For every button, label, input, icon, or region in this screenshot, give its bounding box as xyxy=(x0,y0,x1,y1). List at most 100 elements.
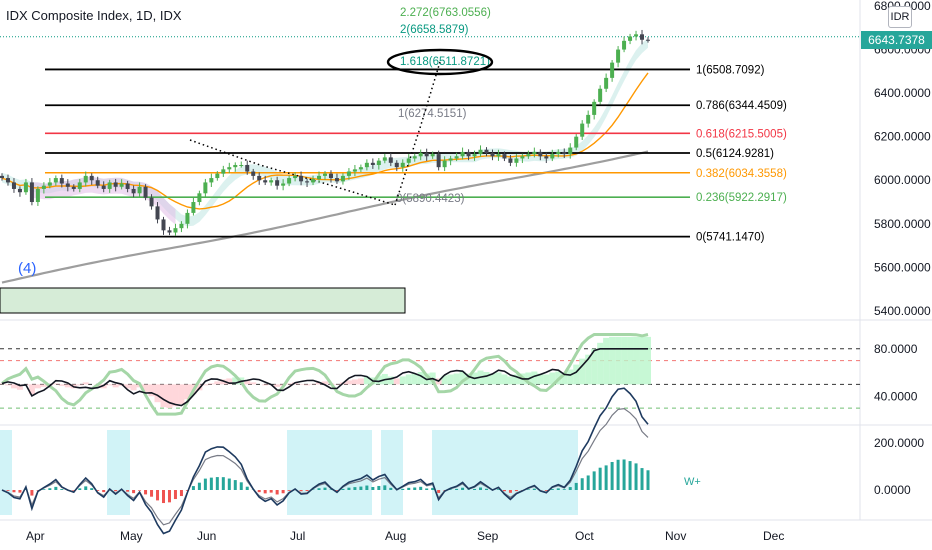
oscillator-bar xyxy=(363,376,370,385)
candle-body xyxy=(610,62,615,78)
candle-body xyxy=(131,188,136,194)
candle-body xyxy=(305,181,310,183)
candle-body xyxy=(263,180,268,183)
price-axis-tick: 6000.0000 xyxy=(874,173,931,187)
candle-body xyxy=(197,193,202,203)
macd-histogram-bar xyxy=(407,487,411,490)
candle-body xyxy=(35,188,40,203)
candle-body xyxy=(616,49,621,63)
macd-axis-tick: 0.0000 xyxy=(874,483,911,497)
oscillator-bar xyxy=(184,384,191,400)
oscillator-bar xyxy=(543,374,550,385)
macd-histogram-bar xyxy=(413,487,417,490)
macd-histogram-bar xyxy=(604,465,608,490)
fib-level-label: 0(5741.1470) xyxy=(696,232,765,244)
candle-body xyxy=(634,34,639,37)
macd-histogram-bar xyxy=(592,471,596,490)
price-axis-tick: 5400.0000 xyxy=(874,304,931,318)
candle-body xyxy=(65,183,70,187)
oscillator-bar xyxy=(417,372,424,385)
oscillator-bar xyxy=(405,374,412,385)
macd-histogram-bar xyxy=(437,490,441,493)
wave-box xyxy=(0,287,406,314)
candle-body xyxy=(346,171,351,176)
oscillator-bar xyxy=(561,372,568,385)
candle-body xyxy=(203,182,208,194)
oscillator-bar xyxy=(202,384,209,386)
macd-histogram-bar xyxy=(239,482,243,490)
macd-histogram-bar xyxy=(586,475,590,490)
oscillator-bar xyxy=(52,383,59,385)
macd-histogram-bar xyxy=(269,490,273,493)
candle-body xyxy=(221,169,226,174)
candle-body xyxy=(520,156,525,159)
candle-body xyxy=(394,162,399,168)
candle-body xyxy=(287,178,292,184)
candle-body xyxy=(334,178,339,182)
candle-body xyxy=(430,154,435,157)
candle-body xyxy=(299,175,304,182)
candle-body xyxy=(29,182,34,203)
oscillator-bar xyxy=(549,372,556,385)
candle-body xyxy=(574,136,579,148)
macd-histogram-bar xyxy=(347,487,351,490)
oscillator-bar xyxy=(639,336,646,385)
candle-body xyxy=(257,175,262,181)
macd-histogram-bar xyxy=(281,490,285,494)
macd-histogram-bar xyxy=(628,461,632,490)
price-axis-tick: 5800.0000 xyxy=(874,217,931,231)
macd-histogram-bar xyxy=(556,488,560,490)
last-price-label: 6643.7378 xyxy=(861,31,932,49)
oscillator-bar xyxy=(262,384,269,386)
currency-badge[interactable]: IDR xyxy=(888,6,912,28)
macd-histogram-bar xyxy=(353,487,357,490)
time-axis-tick: Aug xyxy=(385,529,406,543)
oscillator-bar xyxy=(393,378,400,385)
ma-cloud xyxy=(2,37,648,227)
time-axis-tick: Sep xyxy=(477,529,499,543)
candle-body xyxy=(442,160,447,168)
macd-histogram-bar xyxy=(30,490,34,496)
macd-histogram-bar xyxy=(144,490,148,495)
candle-body xyxy=(544,156,549,159)
fib-level-label: 0.236(5922.2917) xyxy=(696,192,787,204)
macd-highlight-zone xyxy=(107,430,130,515)
macd-histogram-bar xyxy=(90,488,94,490)
macd-histogram-bar xyxy=(646,470,650,490)
candle-body xyxy=(562,151,567,155)
candle-body xyxy=(59,178,64,184)
candle-body xyxy=(466,151,471,157)
macd-histogram-bar xyxy=(60,489,64,490)
macd-histogram-bar xyxy=(84,486,88,490)
retracement-label: 1(6274.5151) xyxy=(398,108,467,120)
candle-body xyxy=(514,158,519,163)
candle-body xyxy=(484,149,489,154)
candle-body xyxy=(598,88,603,102)
candle-body xyxy=(5,178,10,183)
macd-histogram-bar xyxy=(401,488,405,490)
macd-highlight-zone xyxy=(0,430,12,515)
candle-body xyxy=(502,154,507,159)
candle-body xyxy=(526,154,531,157)
macd-histogram-bar xyxy=(150,490,154,497)
oscillator-bar xyxy=(483,372,490,385)
candle-body xyxy=(448,158,453,161)
candle-body xyxy=(155,206,160,220)
oscillator-bar xyxy=(645,336,651,385)
candle-body xyxy=(328,173,333,179)
candle-body xyxy=(496,154,501,157)
candle-body xyxy=(406,158,411,163)
projection-line xyxy=(189,139,396,206)
candle-body xyxy=(293,175,298,179)
wave-count-label: (4) xyxy=(18,260,37,277)
macd-histogram-bar xyxy=(598,467,602,490)
macd-histogram-bar xyxy=(78,488,82,490)
macd-histogram-bar xyxy=(114,490,118,492)
oscillator-bar xyxy=(226,378,233,385)
candle-body xyxy=(125,183,130,189)
macd-histogram-bar xyxy=(132,490,136,494)
candle-body xyxy=(275,180,280,186)
candle-body xyxy=(101,185,106,189)
candle-body xyxy=(340,175,345,182)
